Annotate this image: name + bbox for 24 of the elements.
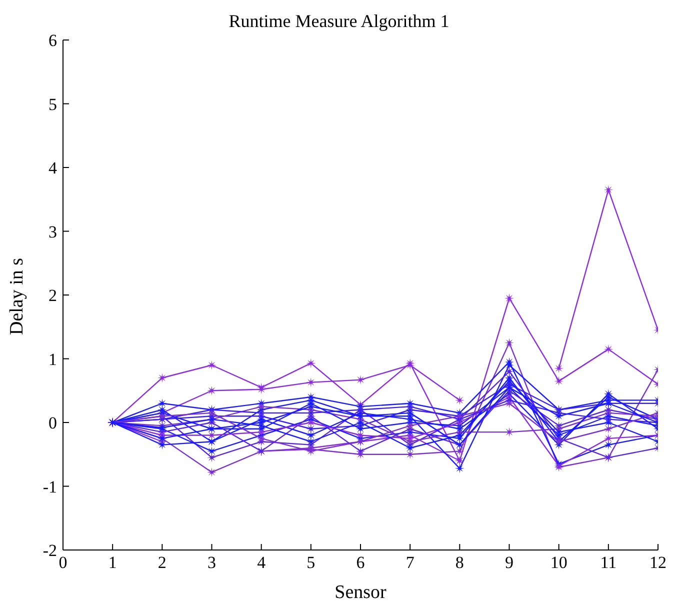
y-tick-label: 0 (48, 414, 57, 433)
x-tick-label: 7 (406, 553, 415, 572)
x-tick-label: 10 (550, 553, 568, 572)
x-tick-label: 2 (158, 553, 166, 572)
y-tick-label: 5 (48, 94, 57, 114)
y-tick-label: -1 (42, 477, 57, 496)
y-tick-label: -2 (42, 541, 57, 560)
x-tick-label: 12 (650, 553, 666, 572)
y-tick-label: 2 (48, 286, 57, 306)
y-tick-label: 6 (48, 31, 57, 50)
x-tick-label: 3 (208, 553, 216, 572)
x-tick-label: 6 (356, 553, 365, 572)
x-tick-label: 8 (455, 553, 464, 572)
y-axis-title: Delay in s (6, 258, 28, 335)
x-tick-label: 9 (505, 553, 514, 572)
chart-title: Runtime Measure Algorithm 1 (228, 11, 450, 31)
x-axis-title: Sensor (334, 582, 388, 603)
x-tick-label: 5 (306, 553, 316, 572)
y-tick-label: 1 (48, 350, 57, 369)
y-tick-label: 3 (48, 222, 57, 242)
x-tick-label: 11 (600, 553, 617, 572)
y-tick-label: 4 (48, 158, 58, 178)
x-tick-label: 1 (108, 553, 117, 572)
x-tick-label: 4 (257, 553, 266, 572)
